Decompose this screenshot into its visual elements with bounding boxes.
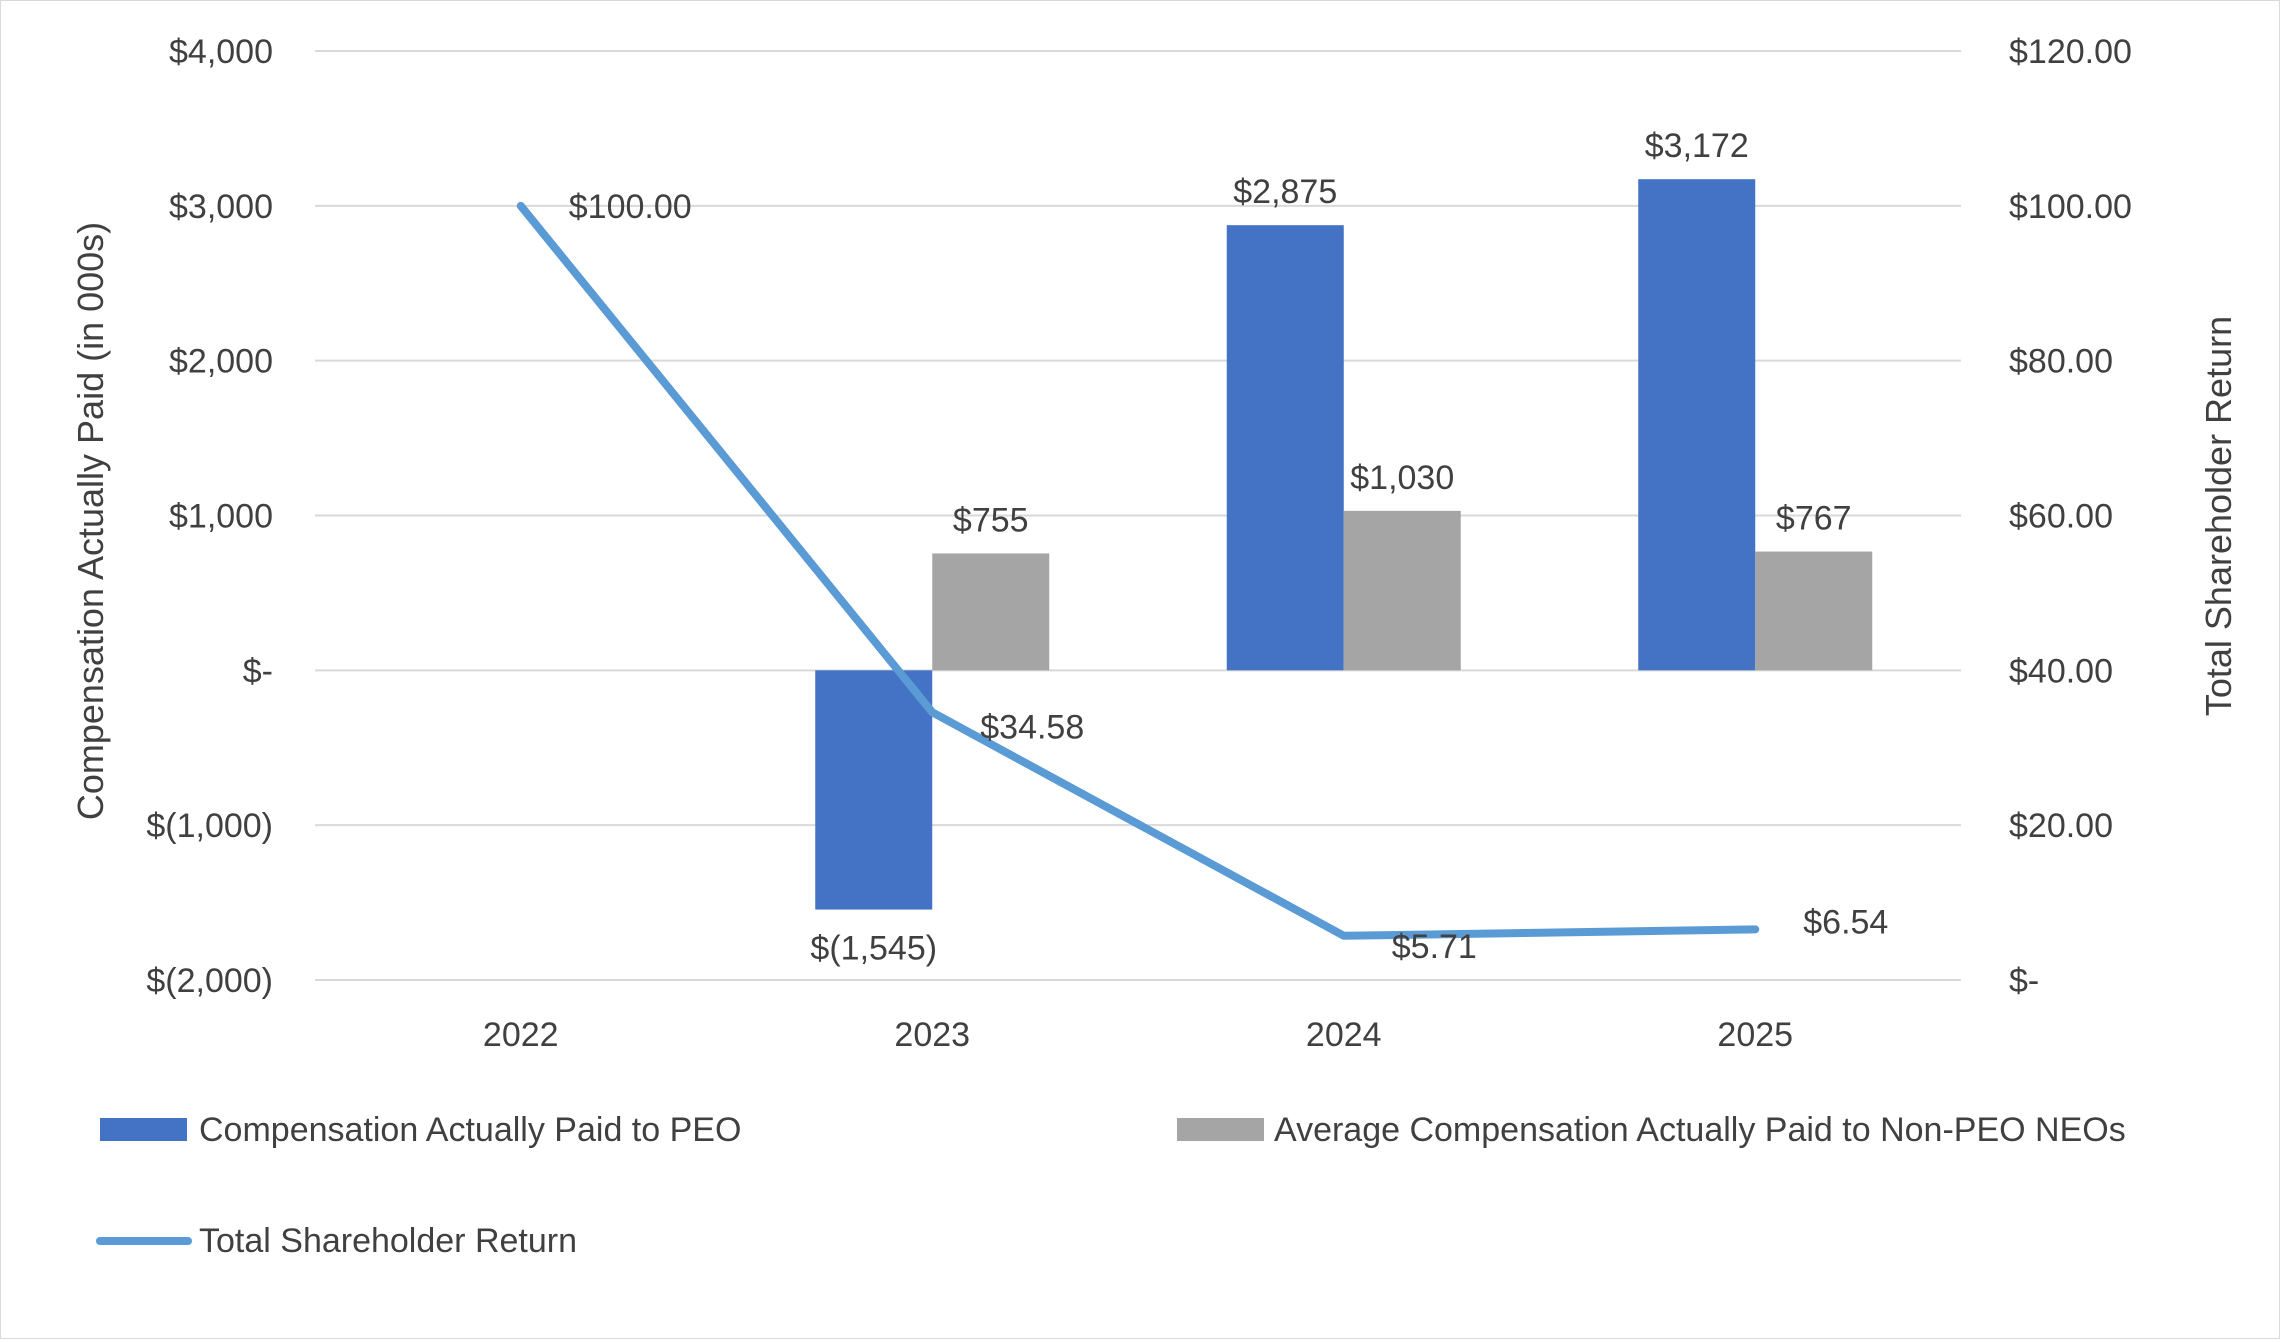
y-tick-label: $2,000 <box>169 343 273 381</box>
y2-tick-label: $100.00 <box>2009 188 2132 226</box>
legend-label-non-peo: Average Compensation Actually Paid to No… <box>1274 1111 2126 1149</box>
y2-tick-label: $120.00 <box>2009 33 2132 71</box>
right-axis-title: Total Shareholder Return <box>2198 316 2239 716</box>
bar <box>1226 225 1344 671</box>
y2-tick-label: $60.00 <box>2009 498 2113 536</box>
bar <box>1638 179 1756 671</box>
y-tick-label: $1,000 <box>169 498 273 536</box>
y-tick-label: $4,000 <box>169 33 273 71</box>
bar <box>1343 510 1461 671</box>
bar-data-label: $2,875 <box>1233 173 1337 211</box>
tsr-line <box>516 201 1760 940</box>
x-tick-label: 2025 <box>1717 1016 1793 1054</box>
data-labels: $(1,545) $2,875 $3,172 $755 $1,030 $767 $100.0… <box>569 127 1889 967</box>
legend-label-peo: Compensation Actually Paid to PEO <box>199 1111 741 1149</box>
y-tick-label: $- <box>243 652 273 690</box>
y2-tick-label: $20.00 <box>2009 807 2113 845</box>
bar <box>1755 551 1873 671</box>
bar-series <box>815 179 1873 910</box>
right-axis-ticks: $120.00 $100.00 $80.00 $60.00 $40.00 $20.00 $- <box>2009 33 2132 1000</box>
left-axis-title: Compensation Actually Paid (in 000s) <box>70 222 111 820</box>
y2-tick-label: $- <box>2009 962 2039 1000</box>
x-axis-ticks: 2022 2023 2024 2025 <box>483 1016 1793 1054</box>
bar-data-label: $(1,545) <box>810 930 937 968</box>
bar <box>815 670 933 910</box>
bar-data-label: $767 <box>1776 500 1852 538</box>
bar-data-label: $1,030 <box>1350 459 1454 497</box>
legend: Compensation Actually Paid to PEO Averag… <box>96 1111 2126 1260</box>
legend-swatch-non-peo <box>1177 1118 1264 1141</box>
line-data-label: $34.58 <box>980 708 1084 746</box>
left-axis-ticks: $4,000 $3,000 $2,000 $1,000 $- $(1,000) $(2,00… <box>146 33 273 1000</box>
y-tick-label: $(1,000) <box>146 807 273 845</box>
bar-data-label: $755 <box>953 501 1029 539</box>
bar <box>932 553 1050 671</box>
line-data-label: $6.54 <box>1803 903 1888 941</box>
legend-swatch-peo <box>100 1118 187 1141</box>
line-series <box>516 201 1760 940</box>
legend-label-tsr: Total Shareholder Return <box>199 1222 577 1260</box>
x-tick-label: 2023 <box>894 1016 970 1054</box>
x-tick-label: 2024 <box>1306 1016 1382 1054</box>
y2-tick-label: $80.00 <box>2009 343 2113 381</box>
y-tick-label: $3,000 <box>169 188 273 226</box>
y2-tick-label: $40.00 <box>2009 652 2113 690</box>
x-tick-label: 2022 <box>483 1016 559 1054</box>
bar-data-label: $3,172 <box>1645 127 1749 165</box>
line-data-label: $100.00 <box>569 188 692 226</box>
y-tick-label: $(2,000) <box>146 962 273 1000</box>
line-data-label: $5.71 <box>1392 928 1477 966</box>
